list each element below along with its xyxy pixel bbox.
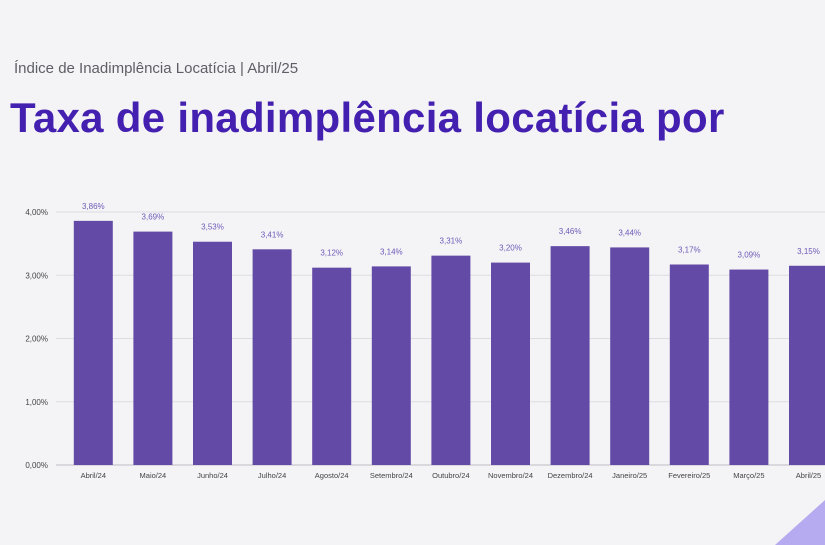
x-tick-label: Julho/24 [258, 471, 286, 480]
x-tick-label: Dezembro/24 [548, 471, 593, 480]
bar [312, 267, 352, 465]
x-tick-label: Agosto/24 [315, 471, 349, 480]
data-label: 3,17% [678, 245, 701, 254]
bar [729, 269, 769, 465]
x-tick-label: Maio/24 [140, 471, 167, 480]
x-tick-label: Janeiro/25 [612, 471, 647, 480]
y-tick-label: 4,00% [25, 208, 48, 217]
bars [73, 220, 825, 465]
data-label: 3,46% [559, 227, 582, 236]
y-axis-ticks: 0,00% 1,00% 2,00% 3,00% 4,00% [25, 208, 48, 470]
data-label: 3,14% [380, 247, 403, 256]
data-label: 3,53% [201, 223, 224, 232]
data-label: 3,69% [142, 213, 165, 222]
bar [550, 246, 590, 465]
data-label: 3,86% [82, 202, 105, 211]
y-tick-label: 0,00% [25, 461, 48, 470]
x-tick-label: Novembro/24 [488, 471, 533, 480]
bar [431, 255, 471, 465]
bar [252, 249, 292, 465]
data-label: 3,44% [618, 228, 641, 237]
x-tick-label: Junho/24 [197, 471, 228, 480]
bar [669, 264, 709, 465]
decorative-corner-shape [775, 500, 825, 545]
data-label: 3,15% [797, 247, 820, 256]
data-labels: 3,86% 3,69% 3,53% 3,41% 3,12% 3,14% 3,31% 3,20%… [82, 202, 820, 260]
data-label: 3,31% [440, 237, 463, 246]
bar [789, 265, 825, 465]
bar [73, 220, 113, 465]
report-subtitle: Índice de Inadimplência Locatícia | Abri… [14, 60, 299, 77]
bar [491, 262, 530, 465]
bar [133, 231, 173, 465]
data-label: 3,12% [320, 249, 343, 258]
x-tick-label: Fevereiro/25 [668, 471, 710, 480]
bar [371, 266, 411, 465]
data-label: 3,41% [261, 230, 284, 239]
bar [193, 241, 232, 465]
bar [610, 247, 650, 465]
x-tick-label: Abril/24 [81, 471, 106, 480]
x-tick-label: Setembro/24 [370, 471, 413, 480]
y-tick-label: 2,00% [25, 335, 48, 344]
y-tick-label: 1,00% [25, 398, 48, 407]
data-label: 3,20% [499, 244, 522, 253]
x-tick-label: Março/25 [733, 471, 764, 480]
y-tick-label: 3,00% [25, 271, 48, 280]
chart-title: Taxa de inadimplência locatícia por [10, 94, 725, 141]
x-tick-label: Outubro/24 [432, 471, 470, 480]
x-tick-label: Abril/25 [796, 471, 821, 480]
data-label: 3,09% [738, 251, 761, 260]
x-axis-ticks: Abril/24 Maio/24 Junho/24 Julho/24 Agosto/24… [81, 471, 822, 480]
